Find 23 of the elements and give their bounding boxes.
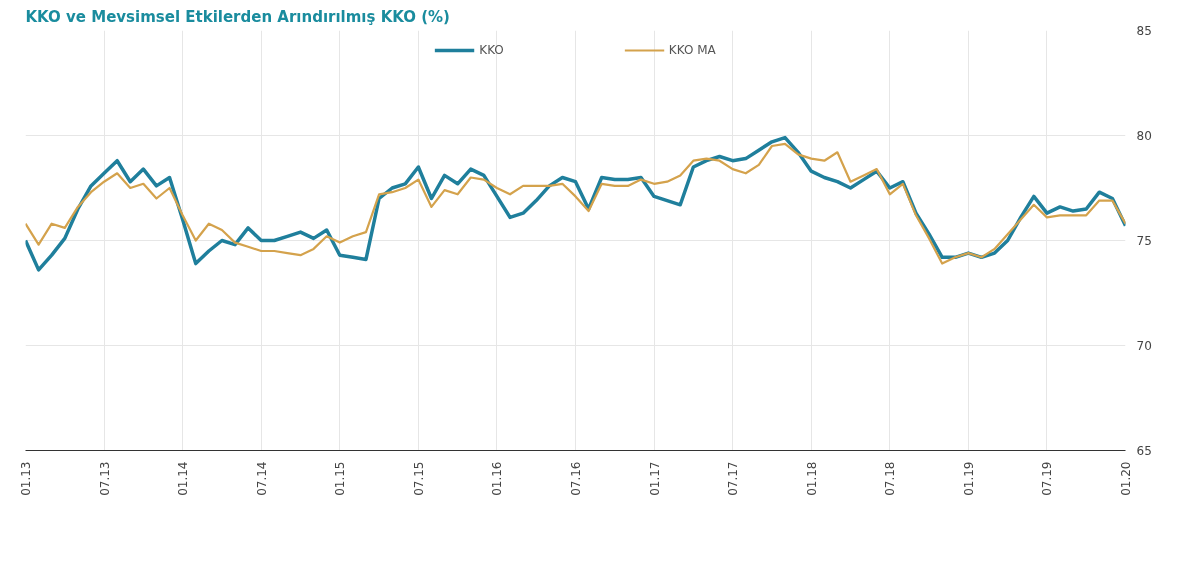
legend-label: KKO MA: [668, 43, 716, 57]
x-tick-label: 07.18: [883, 461, 898, 496]
x-tick-label: 07.16: [569, 461, 583, 496]
x-tick-label: 07.17: [726, 461, 741, 496]
x-tick-label: 01.14: [176, 461, 191, 496]
x-tick-label: 01.16: [490, 461, 505, 496]
x-tick-label: 07.15: [411, 461, 426, 496]
x-tick-label: 01.19: [961, 461, 976, 496]
y-tick-label: 65: [1136, 444, 1152, 458]
x-tick-label: 01.15: [333, 461, 348, 496]
y-tick-label: 80: [1136, 129, 1152, 143]
legend-label: KKO: [479, 43, 504, 57]
x-tick-label: 01.18: [804, 461, 819, 496]
y-tick-label: 70: [1136, 339, 1152, 353]
x-tick-label: 07.19: [1040, 461, 1055, 496]
x-tick-label: 01.20: [1119, 461, 1133, 496]
x-tick-label: 07.14: [254, 461, 269, 496]
x-tick-label: 01.13: [19, 461, 33, 496]
y-tick-label: 85: [1136, 24, 1152, 38]
y-tick-label: 75: [1136, 234, 1152, 248]
x-tick-label: 07.13: [97, 461, 112, 496]
chart-title: KKO ve Mevsimsel Etkilerden Arındırılmış KKO (%): [25, 7, 450, 26]
x-tick-label: 01.17: [647, 461, 662, 496]
